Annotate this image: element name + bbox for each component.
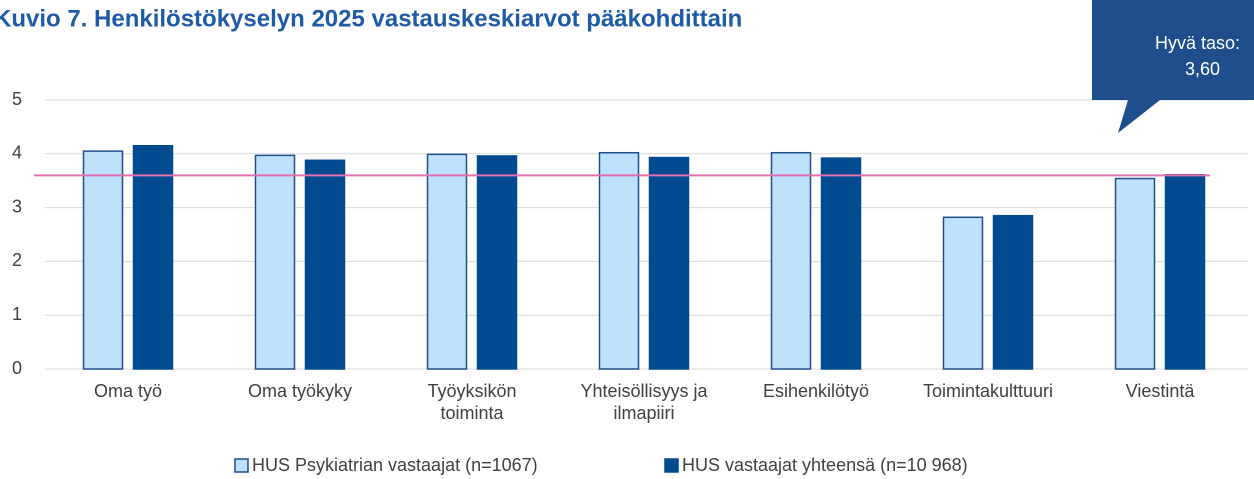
x-tick-label: Viestintä (1125, 381, 1195, 401)
x-tick-label: Oma työkyky (247, 381, 353, 401)
bar (476, 155, 518, 370)
x-tick-label: Esihenkilötyö (762, 381, 870, 401)
x-tick-label: Toimintakulttuuri (922, 381, 1054, 401)
bar (82, 150, 124, 370)
bar (304, 159, 346, 370)
bar (1114, 177, 1156, 370)
chart-title: Kuvio 7. Henkilöstökyselyn 2025 vastausk… (0, 5, 742, 32)
bar (1164, 174, 1206, 370)
x-tick-label: Yhteisöllisyys ja ilmapiiri (580, 381, 708, 423)
callout-box (1092, 0, 1254, 133)
x-tick-label: Työyksikön toiminta (427, 381, 517, 423)
y-tick-label: 4 (12, 143, 22, 163)
callout-text: Hyvä taso: (1155, 33, 1240, 53)
legend-label: HUS vastaajat yhteensä (n=10 968) (682, 455, 968, 475)
y-tick-label: 3 (12, 196, 22, 216)
bar (770, 151, 812, 370)
bar (820, 157, 862, 370)
bar (254, 154, 296, 370)
y-tick-label: 1 (12, 304, 22, 324)
callout-value: 3,60 (1185, 59, 1220, 79)
legend-label: HUS Psykiatrian vastaajat (n=1067) (252, 455, 538, 475)
bar (426, 153, 468, 370)
y-tick-label: 2 (12, 250, 22, 270)
legend-swatch (234, 458, 249, 473)
bar (992, 214, 1034, 370)
bar (942, 216, 984, 370)
bar (132, 144, 174, 370)
legend-swatch (664, 458, 679, 473)
y-tick-label: 0 (12, 358, 22, 378)
bar (598, 151, 640, 370)
bar (648, 156, 690, 370)
y-tick-label: 5 (12, 89, 22, 109)
x-tick-label: Oma työ (93, 381, 163, 401)
